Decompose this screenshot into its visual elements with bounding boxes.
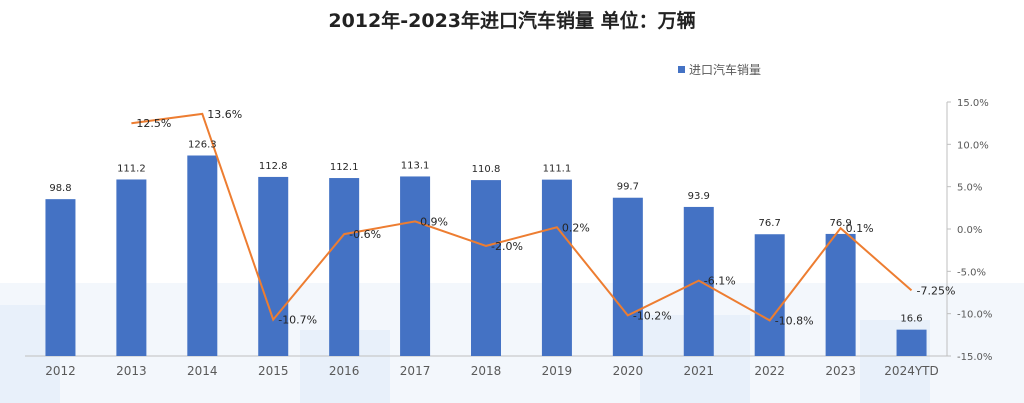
bar-value-label: 126.3 [188, 139, 217, 150]
bar [541, 179, 572, 356]
bar [329, 178, 360, 356]
right-y-tick-label: -10.0% [957, 310, 992, 321]
x-tick-label: 2015 [258, 364, 289, 378]
bar-value-label: 16.6 [900, 314, 922, 325]
bar-value-label: 98.8 [49, 183, 71, 194]
bar-value-label: 76.9 [829, 218, 851, 229]
right-y-tick-label: -15.0% [957, 352, 992, 363]
x-tick-label: 2013 [116, 364, 147, 378]
bar-value-label: 112.8 [259, 161, 288, 172]
x-axis-ticks: 2012 2013 2014 2015 2016 2017 2018 2019 2020 2021… [45, 364, 939, 378]
growth-value-label: -7.25% [917, 284, 956, 297]
growth-value-label: -10.2% [633, 309, 672, 322]
background-decoration [0, 283, 1024, 403]
x-tick-label: 2019 [542, 364, 573, 378]
bar [825, 233, 856, 356]
right-y-tick-label: 10.0% [957, 140, 989, 151]
bar-value-label: 112.1 [330, 162, 359, 173]
right-y-axis-ticks: 15.0% 10.0% 5.0% 0.0% -5.0% -10.0% -15.0% [947, 98, 992, 363]
growth-value-label: -0.6% [349, 228, 381, 241]
bar-value-label: 110.8 [472, 164, 501, 175]
right-y-tick-label: -5.0% [957, 267, 986, 278]
growth-value-label: 13.6% [207, 108, 242, 121]
bar [45, 199, 76, 356]
bar [471, 180, 501, 356]
bar [116, 179, 147, 356]
x-tick-label: 2017 [400, 364, 431, 378]
bar-series [45, 155, 927, 356]
legend-label: 进口汽车销量 [689, 62, 761, 77]
growth-value-label: -10.8% [775, 314, 814, 327]
data-labels: 98.8 111.2 126.3 112.8 112.1 113.1 110.8 111.1 9… [49, 108, 955, 328]
growth-value-label: -6.1% [704, 275, 736, 288]
bar [187, 155, 218, 356]
x-tick-label: 2014 [187, 364, 218, 378]
growth-line [131, 112, 913, 322]
x-tick-label: 2020 [613, 364, 644, 378]
right-y-tick-label: 5.0% [957, 183, 982, 194]
bar-value-label: 111.1 [543, 164, 572, 175]
bar [896, 329, 927, 356]
x-tick-label: 2021 [683, 364, 714, 378]
bar [754, 234, 785, 356]
growth-value-label: -2.0% [491, 240, 523, 253]
x-tick-label: 2024YTD [884, 364, 938, 378]
right-y-tick-label: 0.0% [957, 225, 982, 236]
x-tick-label: 2018 [471, 364, 502, 378]
growth-value-label: -10.7% [278, 314, 317, 327]
bar [258, 176, 289, 356]
bar-value-label: 111.2 [117, 163, 146, 174]
growth-value-label: 0.1% [846, 222, 874, 235]
legend-swatch [678, 66, 685, 73]
bar [612, 197, 643, 356]
x-tick-label: 2016 [329, 364, 360, 378]
growth-value-label: 0.2% [562, 221, 590, 234]
x-tick-label: 2012 [45, 364, 76, 378]
bar-value-label: 113.1 [401, 160, 430, 171]
legend: 进口汽车销量 [678, 62, 761, 77]
bar-value-label: 99.7 [617, 182, 639, 193]
x-tick-label: 2023 [825, 364, 856, 378]
growth-value-label: 0.9% [420, 215, 448, 228]
bar-value-label: 76.7 [759, 218, 781, 229]
right-y-tick-label: 15.0% [957, 98, 989, 109]
growth-value-label: 12.5% [136, 117, 171, 130]
bar [400, 176, 431, 356]
bar-value-label: 93.9 [688, 191, 710, 202]
line-series [131, 112, 913, 322]
chart-title: 2012年-2023年进口汽车销量 单位：万辆 [328, 10, 696, 32]
x-tick-label: 2022 [754, 364, 785, 378]
